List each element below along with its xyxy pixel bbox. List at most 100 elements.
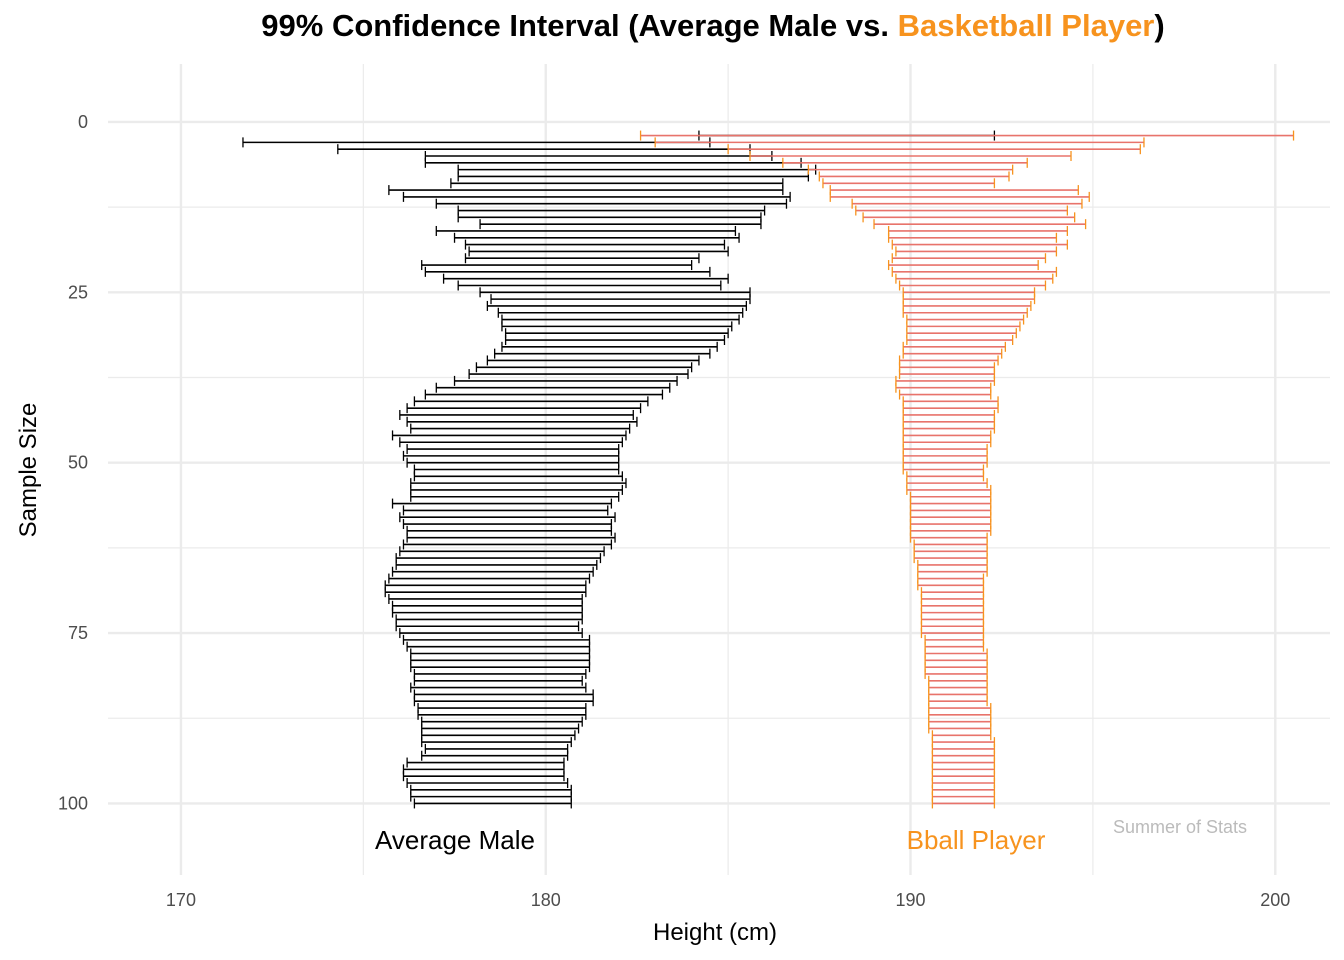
- male-interval: [413, 689, 594, 700]
- bball-interval: [902, 341, 1006, 352]
- y-tick-label: 75: [68, 623, 88, 643]
- bball-interval: [902, 430, 992, 441]
- bball-interval: [928, 723, 992, 734]
- male-interval: [468, 246, 729, 257]
- male-interval: [468, 369, 689, 380]
- male-interval: [457, 171, 810, 182]
- bball-interval: [909, 532, 988, 543]
- bball-interval: [906, 321, 1021, 332]
- male-interval: [453, 232, 740, 243]
- bball-interval: [931, 730, 992, 741]
- bball-interval: [887, 225, 1069, 236]
- bball-interval: [909, 525, 992, 536]
- male-interval: [406, 457, 620, 468]
- male-interval: [402, 634, 591, 645]
- male-interval: [406, 444, 620, 455]
- y-tick-label: 25: [68, 282, 88, 302]
- male-interval: [486, 300, 748, 311]
- male-interval: [424, 157, 802, 168]
- male-interval: [395, 621, 580, 632]
- bball-interval: [887, 260, 1039, 271]
- bball-interval: [829, 185, 1079, 196]
- male-interval: [388, 185, 784, 196]
- bball-interval: [931, 764, 996, 775]
- male-interval: [410, 791, 572, 802]
- male-interval: [410, 784, 572, 795]
- bball-interval: [902, 294, 1036, 305]
- male-interval: [413, 471, 623, 482]
- bball-interval: [902, 464, 985, 475]
- bball-interval: [924, 641, 985, 652]
- bball-interval: [887, 232, 1058, 243]
- male-interval: [391, 498, 613, 509]
- bball-interval: [924, 662, 988, 673]
- male-interval: [402, 764, 565, 775]
- bball-interval: [924, 668, 988, 679]
- male-interval: [406, 403, 642, 414]
- x-tick-label: 200: [1260, 890, 1290, 910]
- male-interval: [479, 287, 751, 298]
- bball-interval: [931, 743, 996, 754]
- bball-interval: [807, 164, 1014, 175]
- male-interval: [497, 307, 744, 318]
- male-interval: [457, 280, 722, 291]
- male-interval: [486, 355, 700, 366]
- bball-interval: [654, 137, 1145, 148]
- bball-interval: [920, 607, 985, 618]
- bball-interval: [891, 239, 1069, 250]
- x-tick-label: 170: [166, 890, 196, 910]
- male-interval: [435, 198, 788, 209]
- male-interval: [464, 253, 700, 264]
- bball-interval: [917, 573, 985, 584]
- y-axis-title: Sample Size: [15, 403, 42, 538]
- bball-interval: [906, 335, 1014, 346]
- bball-interval: [920, 628, 985, 639]
- male-interval: [402, 191, 791, 202]
- bball-interval: [917, 566, 988, 577]
- male-interval: [421, 723, 580, 734]
- bball-interval: [906, 478, 988, 489]
- bball-interval: [902, 409, 996, 420]
- x-axis-title: Height (cm): [653, 919, 777, 946]
- bball-interval: [906, 471, 985, 482]
- male-interval: [413, 675, 583, 686]
- male-interval: [424, 389, 664, 400]
- male-interval: [421, 730, 576, 741]
- x-tick-label: 180: [531, 890, 561, 910]
- bball-interval: [902, 287, 1036, 298]
- male-interval: [395, 553, 602, 564]
- bball-interval: [917, 559, 988, 570]
- male-interval: [406, 777, 569, 788]
- bball-interval: [902, 416, 996, 427]
- bball-interval: [924, 634, 985, 645]
- bball-interval: [902, 457, 988, 468]
- male-interval: [391, 430, 627, 441]
- male-interval: [464, 239, 726, 250]
- male-interval: [391, 607, 583, 618]
- male-interval: [337, 144, 751, 155]
- male-interval: [501, 341, 718, 352]
- y-tick-label: 100: [58, 793, 88, 813]
- bball-interval: [855, 205, 1069, 216]
- male-interval: [399, 409, 634, 420]
- male-interval: [413, 396, 649, 407]
- bball-interval: [931, 771, 996, 782]
- male-interval: [410, 648, 591, 659]
- bball-interval: [909, 491, 992, 502]
- male-interval: [399, 546, 605, 557]
- bball-series-label: Bball Player: [907, 825, 1046, 855]
- male-interval: [410, 478, 627, 489]
- male-interval: [388, 573, 591, 584]
- bball-interval: [898, 280, 1047, 291]
- male-interval: [421, 260, 693, 271]
- bball-interval: [913, 553, 988, 564]
- bball-interval: [898, 355, 999, 366]
- bball-interval: [920, 600, 985, 611]
- bball-interval: [902, 396, 999, 407]
- male-interval: [457, 164, 817, 175]
- x-tick-label: 190: [895, 890, 925, 910]
- bball-interval: [928, 675, 988, 686]
- male-interval: [450, 178, 784, 189]
- bball-interval: [818, 171, 1010, 182]
